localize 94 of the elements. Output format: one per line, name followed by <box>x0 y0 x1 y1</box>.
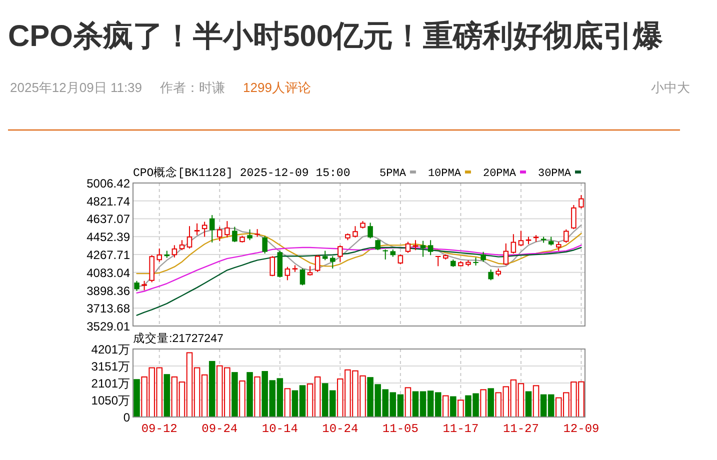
candlestick <box>254 228 260 238</box>
text: 小中大 <box>651 80 690 95</box>
candlestick <box>405 241 411 254</box>
candlestick <box>262 236 268 254</box>
text: 1299人评论 <box>243 80 311 95</box>
legend-label: 30PMA <box>538 168 572 180</box>
candlestick <box>382 248 389 260</box>
line-series <box>136 246 582 316</box>
candlestick <box>156 248 162 262</box>
candlestick <box>556 241 562 252</box>
bar <box>532 385 540 418</box>
candlestick <box>480 251 486 262</box>
y-tick-label: 3713.68 <box>86 302 130 316</box>
candlestick <box>488 268 494 281</box>
x-tick-label: 11-27 <box>502 422 539 436</box>
candlestick <box>149 254 154 283</box>
candlestick <box>398 254 404 265</box>
y-tick-label: 0 <box>123 410 130 424</box>
bar <box>232 372 238 418</box>
candlestick <box>338 244 343 262</box>
x-tick-label: 12-09 <box>563 422 600 436</box>
candlestick <box>578 194 584 209</box>
x-tick-label: 10-14 <box>262 422 298 436</box>
candlestick <box>142 280 147 291</box>
bar <box>450 396 456 418</box>
bar <box>480 389 486 418</box>
candlestick <box>368 222 373 239</box>
candlestick <box>194 222 200 236</box>
candlestick <box>503 242 509 266</box>
bar <box>134 379 140 418</box>
y-tick-label: 4083.04 <box>86 266 130 280</box>
candlestick <box>247 228 252 241</box>
candlestick <box>300 268 306 286</box>
bar <box>404 387 412 418</box>
candlestick <box>284 266 290 281</box>
y-tick-label: 4201万 <box>91 342 130 356</box>
x-tick-label: 09-24 <box>202 422 238 436</box>
x-tick-label: 11-17 <box>442 422 479 436</box>
bar <box>488 388 494 418</box>
candlestick <box>277 250 283 278</box>
candlestick <box>209 214 215 243</box>
x-tick-label: 10-24 <box>322 422 358 436</box>
candlestick <box>314 254 320 272</box>
bar <box>284 388 291 418</box>
candlestick <box>216 226 222 242</box>
bar <box>208 360 216 418</box>
legend-label: 10PMA <box>428 168 462 180</box>
y-tick-label: 4637.07 <box>86 212 130 226</box>
chart-title: 成交量:21727247 <box>133 331 224 345</box>
candlestick <box>434 256 442 267</box>
candlestick <box>518 230 524 247</box>
y-tick-label: 1050万 <box>91 394 130 408</box>
y-tick-label: 4267.71 <box>86 248 130 262</box>
y-tick-label: 5006.42 <box>86 176 130 190</box>
candlestick <box>420 240 426 258</box>
bar <box>246 372 253 418</box>
text: 作者：时谦 <box>159 80 226 95</box>
legend-label: 5PMA <box>380 168 406 180</box>
y-tick-label: 4452.39 <box>86 230 130 244</box>
y-tick-label: 4821.74 <box>86 194 130 208</box>
candlestick <box>202 221 208 238</box>
text: 2025年12月09日 11:39 <box>10 80 142 95</box>
candlestick <box>134 280 140 292</box>
bar <box>164 374 170 418</box>
candlestick <box>564 228 569 244</box>
x-tick-label: 09-12 <box>141 422 178 436</box>
y-tick-label: 3898.36 <box>86 284 130 298</box>
y-tick-label: 2101万 <box>91 376 130 390</box>
candlestick <box>375 238 380 251</box>
candlestick <box>412 240 418 251</box>
y-tick-label: 3151万 <box>91 359 130 374</box>
candlestick <box>179 240 185 251</box>
bar <box>458 400 464 418</box>
legend-label: 20PMA <box>482 168 516 180</box>
bar <box>525 391 532 418</box>
y-tick-label: 3529.01 <box>86 320 130 334</box>
bar <box>442 395 449 418</box>
candlestick <box>172 244 178 258</box>
bar <box>239 380 246 418</box>
candlestick <box>510 234 516 254</box>
candlestick <box>270 256 276 277</box>
candlestick <box>232 226 238 243</box>
chart-title: CPO概念[BK1128] 2025-12-09 15:00 <box>133 166 350 180</box>
candlestick <box>571 204 576 230</box>
text: CPO杀疯了！半小时500亿元！重磅利好彻底引爆 <box>8 19 664 53</box>
x-tick-label: 11-05 <box>382 422 418 436</box>
candlestick <box>428 240 434 256</box>
candlestick <box>224 220 230 238</box>
candlestick <box>352 226 358 238</box>
candlestick <box>330 256 336 270</box>
bar <box>254 376 260 418</box>
candlestick <box>186 226 192 249</box>
candlestick <box>322 250 328 261</box>
candlestick <box>307 266 313 276</box>
